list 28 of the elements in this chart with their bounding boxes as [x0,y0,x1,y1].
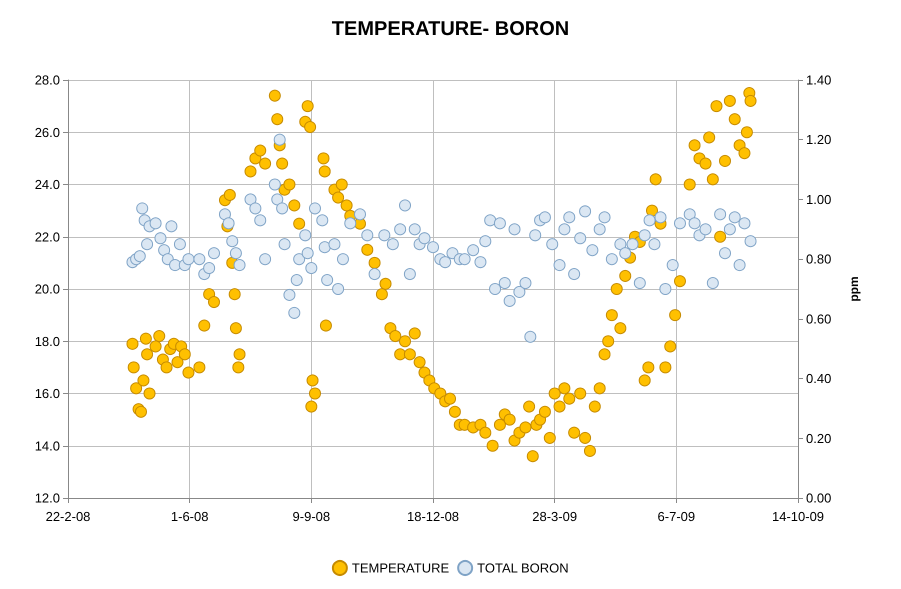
y2-tick-label: 1.20 [806,132,832,148]
x-tick-label: 6-7-09 [658,509,696,524]
x-tick-label: 1-6-08 [170,509,208,524]
y-tick-label: 22.0 [34,229,60,244]
y-tick-label: 18.0 [34,334,60,349]
chart-title: TEMPERATURE- BORON [332,18,570,40]
x-tick-label: 22-2-08 [46,509,90,524]
y-tick-label: 16.0 [34,386,60,401]
x-tick-label: 18-12-08 [406,509,460,524]
legend-label: TOTAL BORON [477,560,569,576]
y2-tick-label: 0.80 [806,252,832,267]
x-tick-label: 28-3-09 [532,509,578,524]
y2-tick-label: 0.20 [806,430,832,446]
y-tick-label: 28.0 [34,72,60,88]
legend-label: TEMPERATURE [352,560,450,576]
x-tick-label: 14-10-09 [772,509,824,524]
y-tick-label: 26.0 [34,124,60,140]
y2-tick-label: 0.40 [806,371,832,386]
y-tick-label: 12.0 [34,490,60,506]
y-tick-label: 20.0 [34,282,60,296]
y2-tick-label: 1.00 [806,192,832,207]
y2-tick-label: 0.60 [806,311,832,326]
y-tick-label: 14.0 [34,438,60,454]
y2-tick-label: 1.40 [806,72,832,88]
y2-tick-label: 0.00 [806,490,832,506]
y2-axis-title: ppm [847,276,861,302]
y-tick-label: 24.0 [34,177,60,192]
x-tick-label: 9-9-08 [292,509,330,524]
